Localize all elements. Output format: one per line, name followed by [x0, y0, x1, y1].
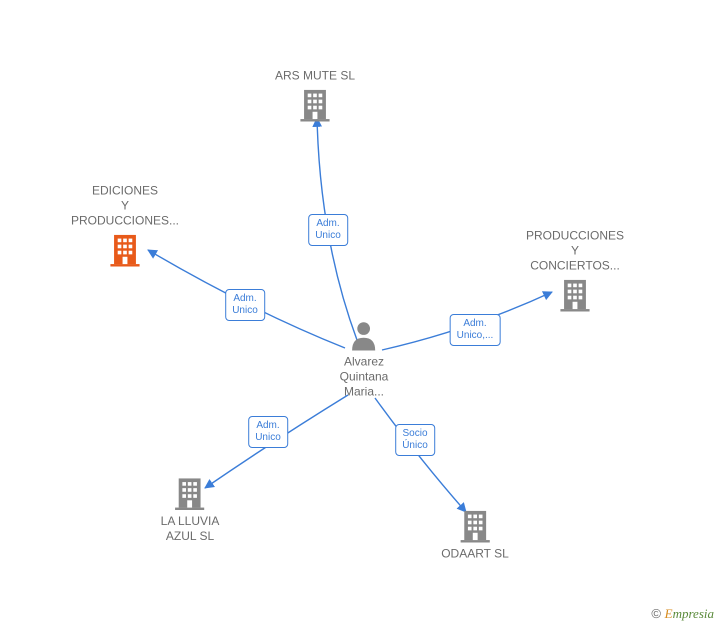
node-label: EDICIONES Y PRODUCCIONES... [71, 184, 179, 229]
node-label: PRODUCCIONES Y CONCIERTOS... [526, 229, 624, 274]
center-node[interactable]: Alvarez Quintana Maria... [340, 321, 389, 400]
edge-label: Adm. Unico [225, 289, 265, 321]
building-icon [71, 233, 179, 267]
edge-label: Adm. Unico,... [450, 314, 501, 346]
diagram-stage: Alvarez Quintana Maria... ARS MUTE SL PRO… [0, 0, 728, 630]
edge-label: Adm. Unico [248, 416, 288, 448]
building-icon [161, 476, 220, 510]
node-label: ODAART SL [441, 547, 509, 562]
brand-rest: mpresia [673, 606, 714, 621]
node-producciones[interactable]: PRODUCCIONES Y CONCIERTOS... [526, 229, 624, 312]
brand-initial: E [665, 606, 673, 621]
edge-label: Adm. Unico [308, 214, 348, 246]
footer-credit: © Empresia [651, 606, 714, 622]
copyright-symbol: © [651, 606, 661, 621]
edges-layer [0, 0, 728, 630]
node-label: LA LLUVIA AZUL SL [161, 514, 220, 544]
node-lluvia[interactable]: LA LLUVIA AZUL SL [161, 476, 220, 544]
building-icon [526, 278, 624, 312]
node-label: ARS MUTE SL [275, 69, 355, 84]
node-ediciones[interactable]: EDICIONES Y PRODUCCIONES... [71, 184, 179, 267]
person-icon [340, 321, 389, 351]
node-label: Alvarez Quintana Maria... [340, 355, 389, 400]
building-icon [275, 88, 355, 122]
building-icon [441, 509, 509, 543]
node-odaart[interactable]: ODAART SL [441, 509, 509, 562]
node-ars_mute[interactable]: ARS MUTE SL [275, 69, 355, 122]
edge-label: Socio Único [395, 424, 435, 456]
